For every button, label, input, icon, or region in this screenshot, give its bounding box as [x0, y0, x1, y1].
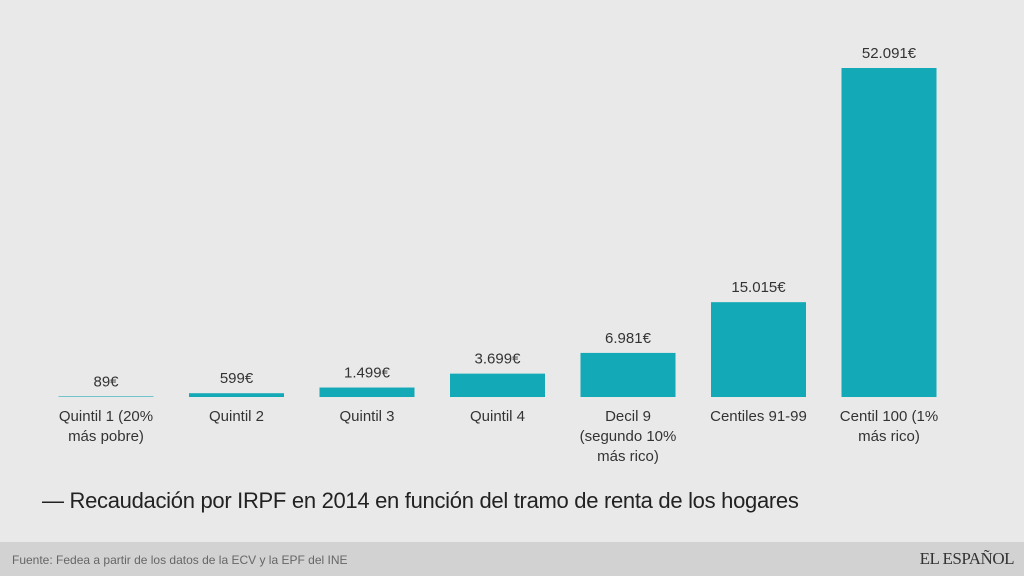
data-label: 6.981€ [605, 330, 652, 347]
data-label: 3.699€ [475, 351, 522, 368]
category-label: Centil 100 (1% [840, 408, 938, 425]
category-label: Centiles 91-99 [710, 408, 807, 425]
category-label: Quintil 3 [339, 408, 394, 425]
bar [711, 302, 806, 397]
data-label: 89€ [93, 373, 119, 390]
category-label: Quintil 1 (20% [59, 408, 153, 425]
chart-title: — Recaudación por IRPF en 2014 en funció… [42, 488, 799, 513]
data-label: 1.499€ [344, 365, 391, 382]
bar [189, 393, 284, 397]
category-label: (segundo 10% [580, 428, 677, 445]
category-label: más rico) [858, 428, 920, 445]
bar [841, 68, 937, 397]
bar [450, 373, 545, 397]
data-label: 52.091€ [862, 45, 917, 62]
data-label: 15.015€ [731, 279, 786, 296]
data-label: 599€ [220, 370, 254, 387]
category-label: Quintil 2 [209, 408, 264, 425]
category-label: más rico) [597, 448, 659, 465]
bar [58, 396, 154, 397]
category-label: más pobre) [68, 428, 144, 445]
bar [319, 387, 415, 397]
footer: Fuente: Fedea a partir de los datos de l… [0, 542, 1024, 576]
bar [580, 352, 676, 397]
category-label: Decil 9 [605, 408, 651, 425]
brand-logo: EL ESPAÑOL [919, 549, 1015, 568]
category-label: Quintil 4 [470, 408, 525, 425]
source-note: Fuente: Fedea a partir de los datos de l… [12, 553, 348, 567]
bar-chart: 89€ Quintil 1 (20% más pobre) 599€ Quintil 2… [58, 45, 938, 465]
